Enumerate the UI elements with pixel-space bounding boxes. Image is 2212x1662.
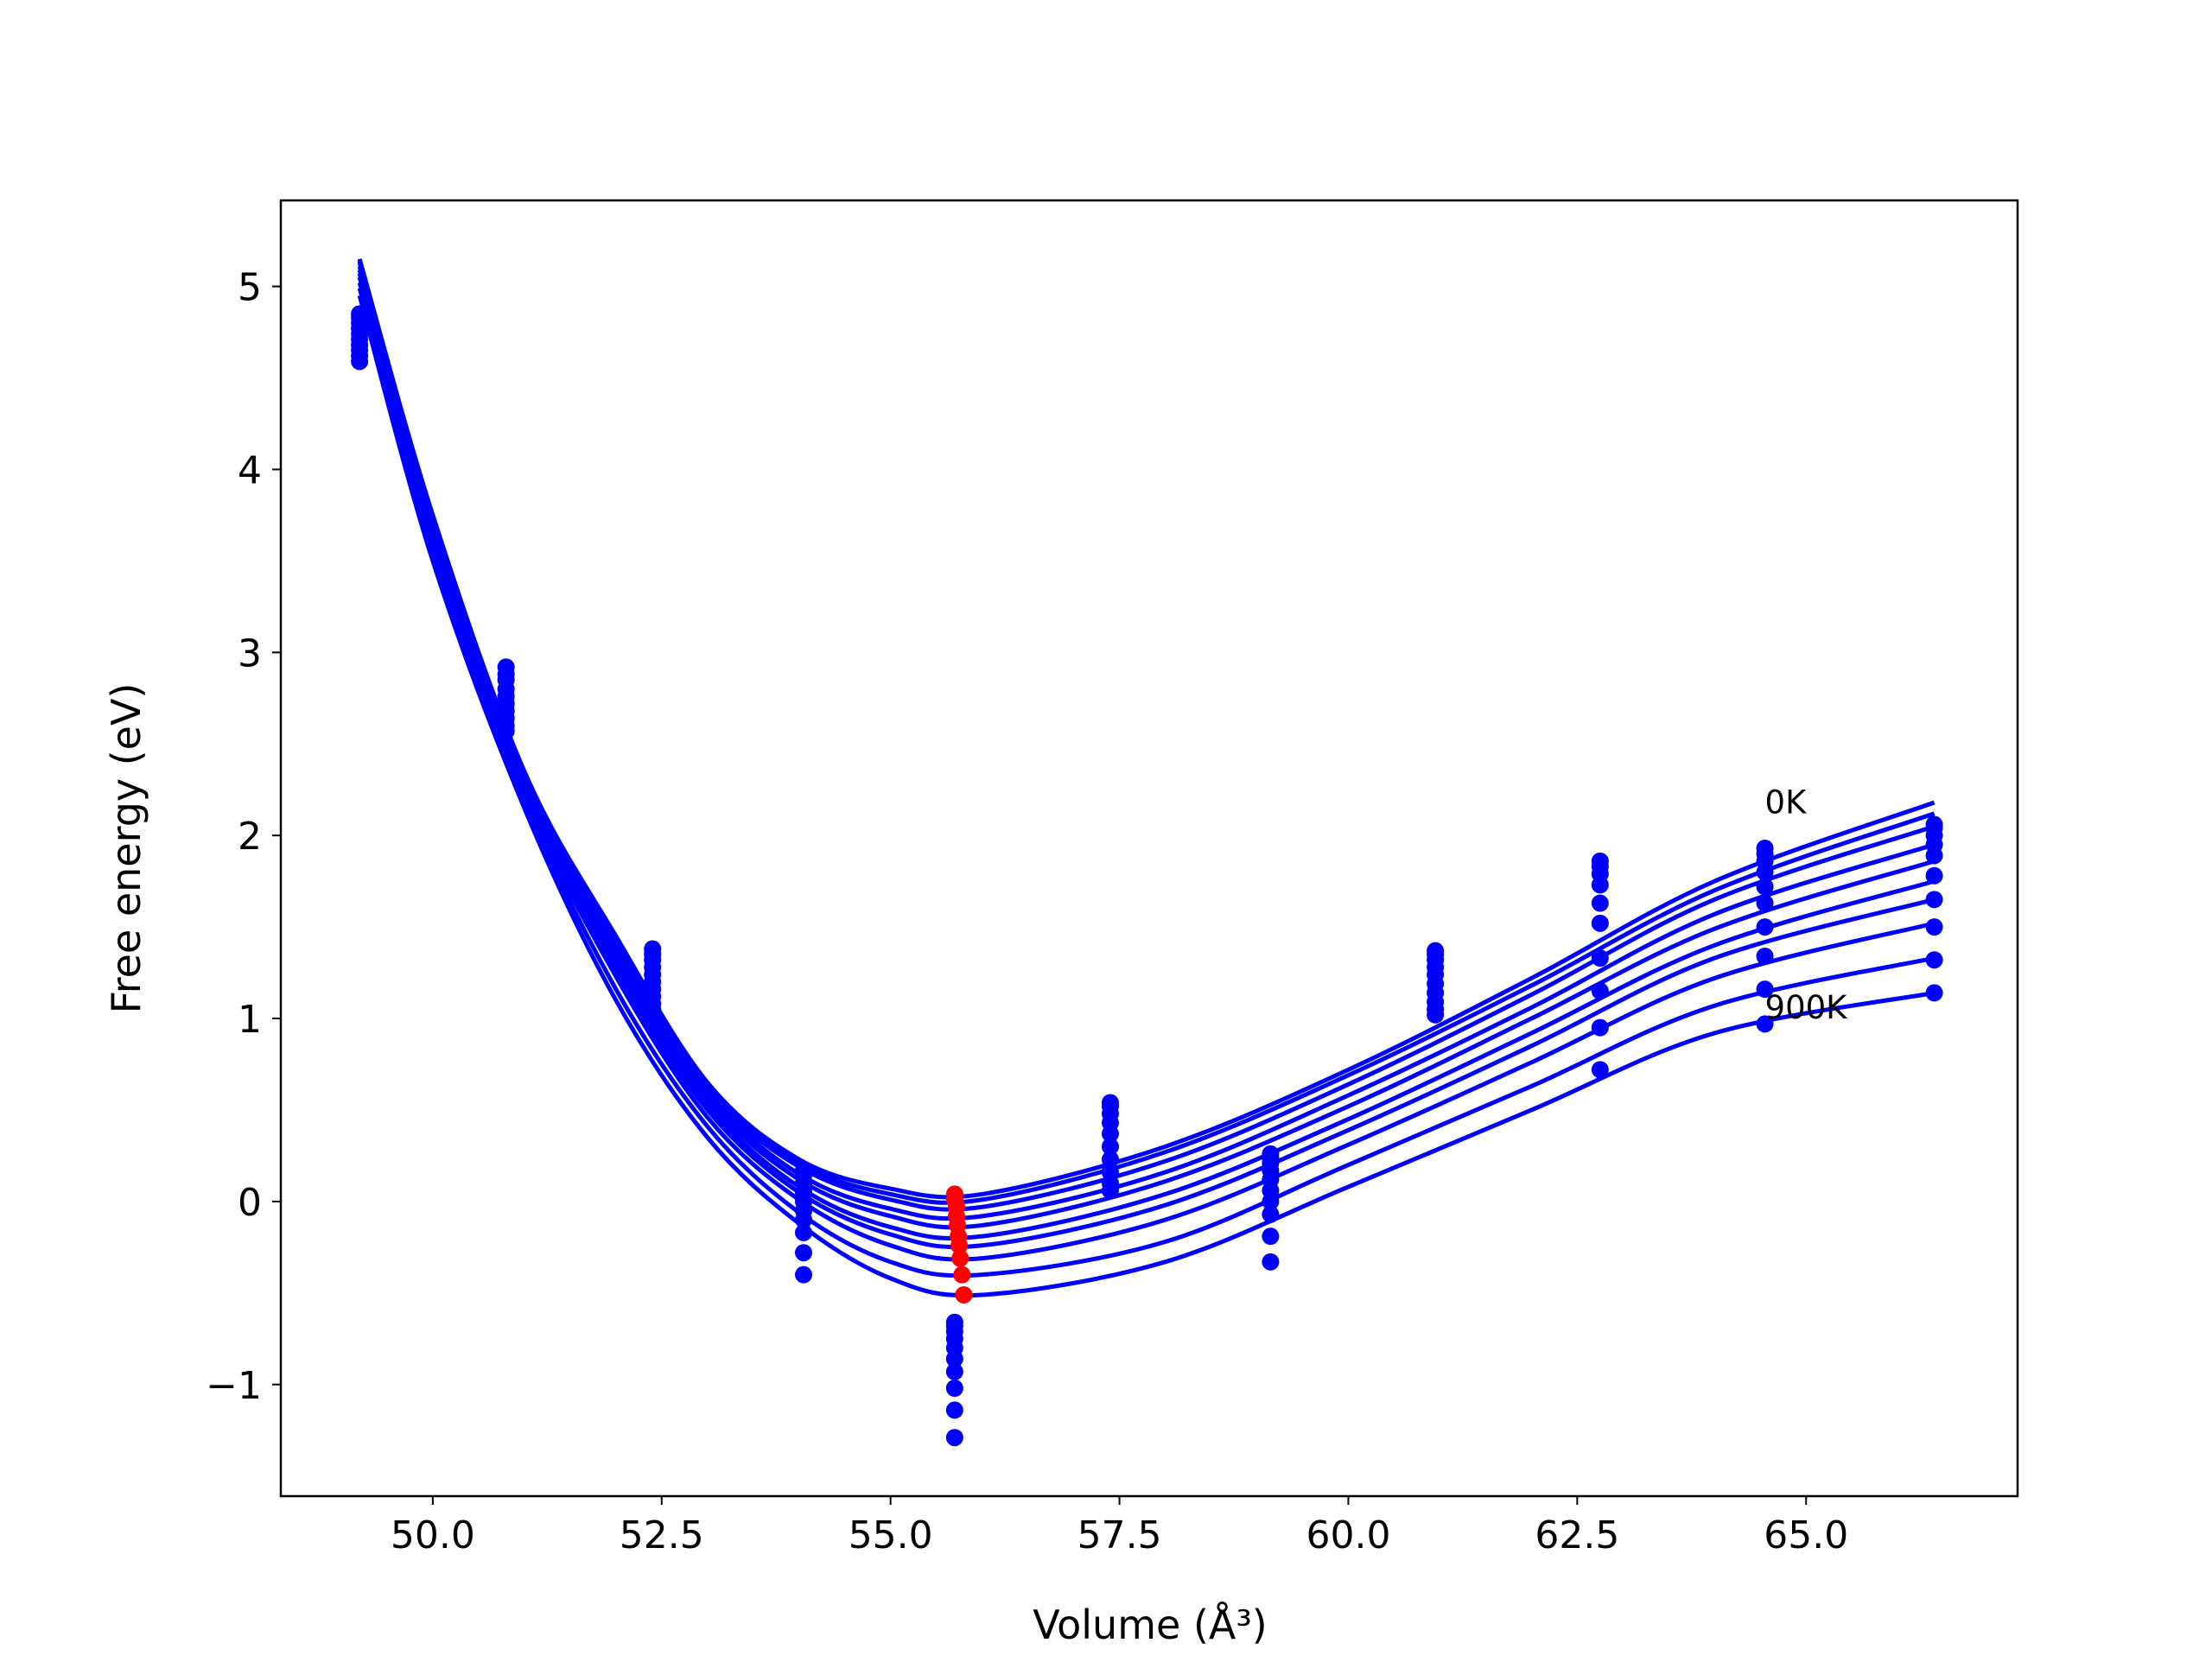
data-point bbox=[1101, 1182, 1119, 1200]
minimum-point bbox=[955, 1285, 973, 1304]
minimum-point bbox=[950, 1236, 969, 1254]
data-point bbox=[945, 1380, 963, 1397]
axes-frame bbox=[279, 199, 2019, 1498]
plot-area: 50.0 52.5 55.0 57.5 60.0 62.5 65.0 −1 0 1 2 3 4 5 0K 90… bbox=[206, 199, 2019, 1557]
data-point bbox=[1756, 1015, 1774, 1033]
data-point bbox=[1591, 982, 1609, 1000]
curve bbox=[357, 295, 1936, 1298]
data-point bbox=[1925, 918, 1943, 936]
data-point bbox=[1262, 1253, 1280, 1271]
minimum-point bbox=[951, 1249, 969, 1267]
data-point bbox=[1756, 948, 1774, 965]
data-point bbox=[795, 1266, 813, 1284]
data-point bbox=[1925, 951, 1943, 969]
data-point bbox=[1756, 878, 1774, 896]
data-point bbox=[1101, 1138, 1119, 1156]
y-tick-label: 3 bbox=[238, 631, 262, 676]
y-tick-label: −1 bbox=[206, 1364, 262, 1408]
data-point bbox=[945, 1401, 963, 1419]
data-point bbox=[1591, 894, 1609, 912]
x-axis-label: Volume (Å³) bbox=[1033, 1602, 1268, 1648]
data-layer bbox=[351, 258, 1943, 1447]
x-tick-label: 62.5 bbox=[1535, 1513, 1619, 1557]
annotation: 0K bbox=[1765, 784, 1808, 821]
data-point bbox=[1925, 984, 1943, 1002]
y-tick-label: 4 bbox=[238, 448, 262, 492]
minimum-point bbox=[953, 1266, 971, 1284]
data-point bbox=[795, 1244, 813, 1262]
x-tick-label: 57.5 bbox=[1077, 1513, 1162, 1557]
data-point bbox=[1262, 1227, 1280, 1246]
y-tick-label: 1 bbox=[238, 998, 262, 1042]
x-tick-label: 55.0 bbox=[849, 1513, 933, 1557]
data-point bbox=[1591, 949, 1609, 967]
curve bbox=[357, 288, 1936, 1278]
data-point bbox=[795, 1223, 813, 1241]
x-tick-label: 65.0 bbox=[1764, 1513, 1848, 1557]
x-tick-label: 52.5 bbox=[620, 1513, 704, 1557]
data-point bbox=[795, 1211, 813, 1229]
y-tick-label: 0 bbox=[238, 1181, 262, 1225]
y-axis-label: Free energy (eV) bbox=[103, 683, 149, 1014]
data-point bbox=[1925, 866, 1943, 885]
data-point bbox=[497, 722, 515, 740]
data-point bbox=[644, 1000, 662, 1018]
data-point bbox=[1262, 1205, 1280, 1223]
data-point bbox=[1756, 918, 1774, 936]
data-point bbox=[1262, 1192, 1280, 1210]
data-point bbox=[1591, 1061, 1609, 1079]
data-point bbox=[1427, 1005, 1445, 1024]
data-point bbox=[945, 1429, 963, 1447]
data-point bbox=[1756, 894, 1774, 912]
x-tick-label: 50.0 bbox=[391, 1513, 475, 1557]
data-point bbox=[1591, 876, 1609, 894]
annotation: 900K bbox=[1765, 989, 1849, 1026]
x-tick-label: 60.0 bbox=[1306, 1513, 1390, 1557]
data-point bbox=[1591, 914, 1609, 932]
data-point bbox=[1101, 1125, 1119, 1143]
y-tick-label: 2 bbox=[238, 815, 262, 859]
data-point bbox=[1101, 1151, 1119, 1169]
y-tick-label: 5 bbox=[238, 266, 262, 310]
data-point bbox=[945, 1350, 963, 1368]
data-point bbox=[1591, 1018, 1609, 1037]
data-point bbox=[1756, 980, 1774, 999]
data-point bbox=[1925, 891, 1943, 909]
data-point bbox=[1756, 863, 1774, 881]
data-point bbox=[351, 352, 369, 371]
data-point bbox=[1925, 847, 1943, 865]
data-point bbox=[945, 1362, 963, 1380]
